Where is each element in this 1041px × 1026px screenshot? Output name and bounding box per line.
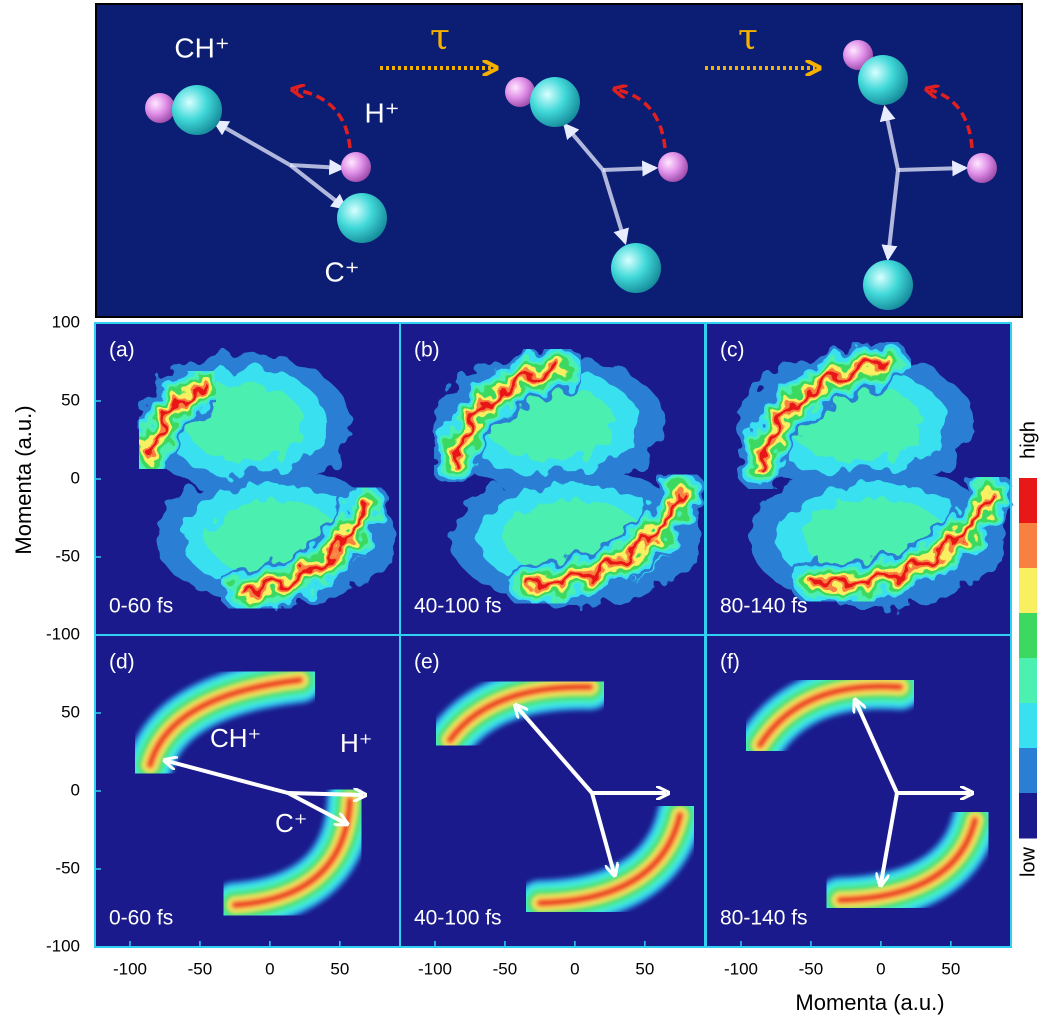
- panel-label: (d): [109, 651, 135, 674]
- colorbar-segment: [1019, 478, 1037, 524]
- ion-label: H⁺: [365, 97, 400, 128]
- panel: (c) 80-140 fs: [706, 323, 1011, 635]
- y-tick-label: 0: [71, 468, 80, 487]
- y-tick-label: -50: [55, 546, 80, 565]
- schematic: τ τ CH⁺ H⁺ C⁺: [96, 4, 1022, 317]
- colorbar-low: low: [1017, 846, 1039, 877]
- y-tick-label: -50: [55, 858, 80, 877]
- panel-label: (e): [414, 651, 440, 674]
- x-tick-label: -50: [799, 959, 824, 978]
- colorbar-segment: [1019, 613, 1037, 659]
- x-tick-label: -50: [493, 959, 518, 978]
- y-axis-label: Momenta (a.u.): [11, 405, 36, 554]
- y-tick-label: 50: [61, 702, 80, 721]
- x-tick-label: -100: [724, 959, 758, 978]
- x-axis-label: Momenta (a.u.): [795, 990, 944, 1015]
- panels: (a) 0-60 fs (b) 40-100 fs (c) 80-140 fs (d) 0-6…: [95, 323, 1011, 947]
- y-tick-label: 100: [52, 312, 80, 331]
- panel-label: (a): [109, 339, 135, 362]
- colorbar-segment: [1019, 748, 1037, 794]
- panel-label: (b): [414, 339, 440, 362]
- y-tick-label: -100: [46, 624, 80, 643]
- y-tick-label: 50: [61, 390, 80, 409]
- x-tick-label: -100: [113, 959, 147, 978]
- x-tick-label: -100: [418, 959, 452, 978]
- ion-label: CH⁺: [210, 723, 261, 753]
- x-tick-label: 0: [265, 959, 274, 978]
- time-window: 0-60 fs: [109, 907, 173, 930]
- colorbar-segment: [1019, 658, 1037, 704]
- ion-label: C⁺: [275, 808, 308, 838]
- panel-label: (f): [720, 651, 740, 674]
- momentum-arrow: [288, 793, 363, 795]
- y-tick-label: 0: [71, 780, 80, 799]
- time-window: 40-100 fs: [414, 595, 502, 618]
- ion-label: C⁺: [325, 256, 360, 287]
- panel: (e) 40-100 fs: [400, 635, 705, 947]
- page: τ τ CH⁺ H⁺ C⁺ (a) 0-60 fs (b) 40-100 fs (c) 8…: [0, 0, 1041, 1026]
- time-window: 40-100 fs: [414, 907, 502, 930]
- panel-label: (c): [720, 339, 745, 362]
- y-tick-label: -100: [46, 936, 80, 955]
- colorbar-segment: [1019, 568, 1037, 614]
- ion-label: H⁺: [340, 728, 373, 758]
- tau-label: τ: [430, 17, 450, 58]
- colorbar-segment: [1019, 793, 1037, 839]
- panel: (b) 40-100 fs: [400, 323, 705, 635]
- x-tick-label: 50: [941, 959, 960, 978]
- panel: (f) 80-140 fs: [706, 635, 1011, 947]
- panel: (d) 0-60 fs CH⁺ H⁺ C⁺: [95, 635, 400, 947]
- colorbar-segment: [1019, 523, 1037, 569]
- x-tick-label: 50: [330, 959, 349, 978]
- x-tick-label: -50: [188, 959, 213, 978]
- colorbar-high: high: [1017, 421, 1039, 459]
- figure: τ τ CH⁺ H⁺ C⁺ (a) 0-60 fs (b) 40-100 fs (c) 8…: [0, 0, 1041, 1026]
- colorbar-segment: [1019, 703, 1037, 749]
- x-tick-label: 50: [635, 959, 654, 978]
- tau-label: τ: [738, 17, 758, 58]
- panel: (a) 0-60 fs: [95, 323, 400, 635]
- time-window: 80-140 fs: [720, 595, 808, 618]
- time-window: 80-140 fs: [720, 907, 808, 930]
- time-window: 0-60 fs: [109, 595, 173, 618]
- x-tick-label: 0: [570, 959, 579, 978]
- x-tick-label: 0: [876, 959, 885, 978]
- ion-label: CH⁺: [174, 32, 229, 63]
